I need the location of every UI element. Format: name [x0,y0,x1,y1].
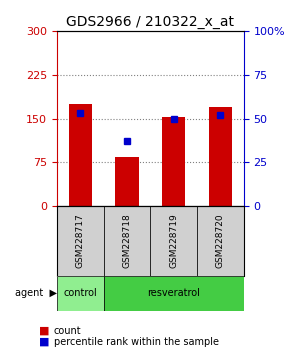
Text: ■: ■ [39,326,50,336]
Bar [115,156,139,206]
Text: GSM228718: GSM228718 [122,213,131,268]
FancyBboxPatch shape [57,276,104,311]
FancyBboxPatch shape [150,206,197,276]
FancyBboxPatch shape [104,276,244,311]
Text: percentile rank within the sample: percentile rank within the sample [54,337,219,347]
Title: GDS2966 / 210322_x_at: GDS2966 / 210322_x_at [66,15,234,29]
Text: ■: ■ [39,337,50,347]
Text: GSM228719: GSM228719 [169,213,178,268]
Bar [162,117,185,206]
FancyBboxPatch shape [57,206,104,276]
FancyBboxPatch shape [197,206,244,276]
Text: GSM228720: GSM228720 [216,213,225,268]
Text: resveratrol: resveratrol [147,288,200,298]
Text: agent  ▶: agent ▶ [15,288,57,298]
Text: control: control [64,288,97,298]
Text: count: count [54,326,82,336]
Bar [69,104,92,206]
Text: GSM228717: GSM228717 [76,213,85,268]
FancyBboxPatch shape [104,206,150,276]
Bar [209,107,232,206]
